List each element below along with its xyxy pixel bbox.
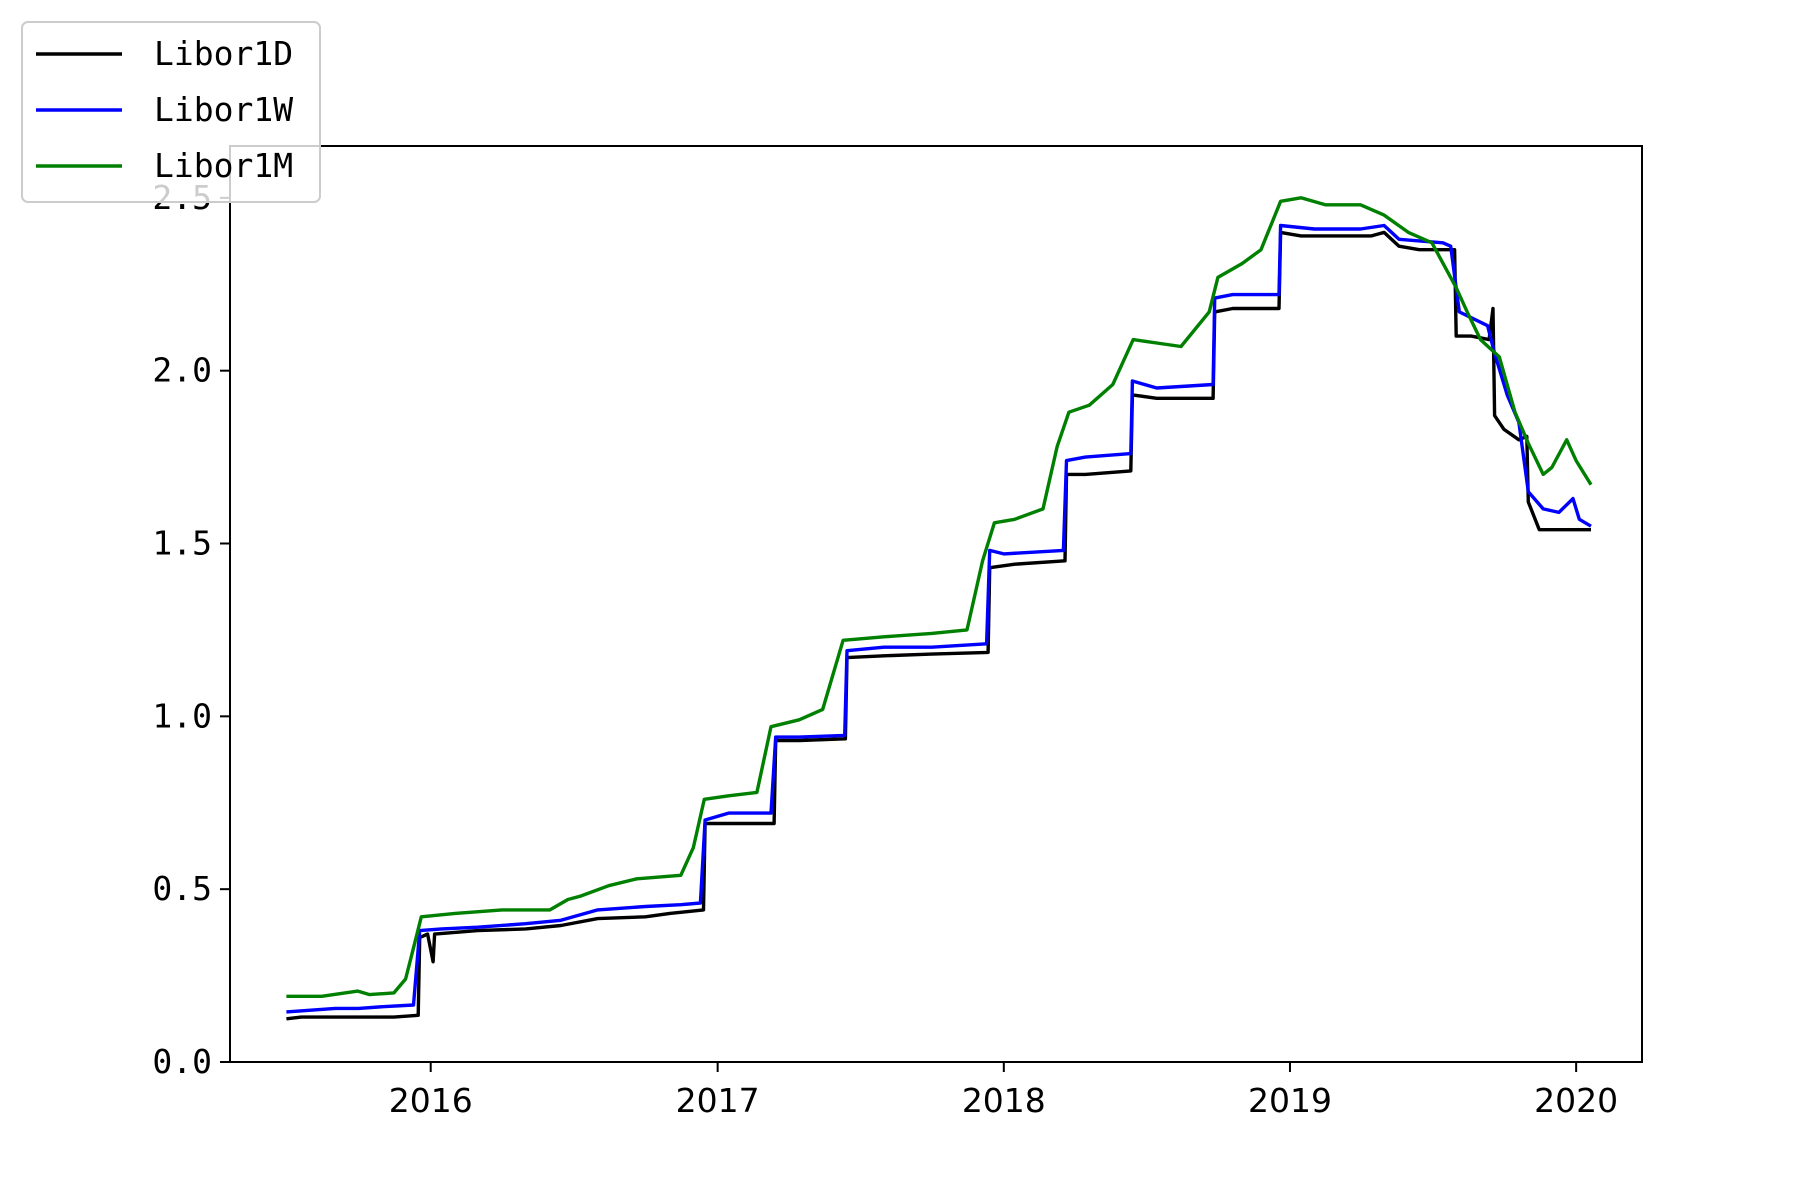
legend-entry-libor1m: Libor1M <box>36 146 293 185</box>
legend-entry-libor1d: Libor1D <box>36 34 293 73</box>
series-line-libor1w <box>286 223 1592 1014</box>
y-tick-label: 1.5 <box>152 524 212 563</box>
series-layer <box>286 196 1593 1021</box>
legend-box <box>21 21 321 203</box>
y-axis: 0.00.51.01.52.02.5 <box>152 178 230 1081</box>
legend-entry-libor1w: Libor1W <box>36 90 293 129</box>
x-tick-label: 2018 <box>962 1081 1046 1120</box>
series-line-libor1m <box>286 196 1593 998</box>
y-tick-label: 0.5 <box>152 869 212 908</box>
legend-label: Libor1M <box>154 146 293 185</box>
x-tick-label: 2019 <box>1248 1081 1332 1120</box>
series-line-libor1d <box>286 230 1591 1021</box>
y-tick-label: 1.0 <box>152 696 212 735</box>
legend-label: Libor1W <box>154 90 293 129</box>
x-axis: 2016 2017 2018 2019 2020 <box>389 1062 1618 1120</box>
plot-frame <box>229 145 1643 1063</box>
legend: Libor1D Libor1W Libor1M <box>21 21 321 203</box>
x-tick-label: 2020 <box>1534 1081 1618 1120</box>
x-tick-label: 2016 <box>389 1081 473 1120</box>
y-tick-label: 2.0 <box>152 351 212 390</box>
x-tick-label: 2017 <box>676 1081 760 1120</box>
y-tick-label: 0.0 <box>152 1042 212 1081</box>
legend-label: Libor1D <box>154 34 293 73</box>
